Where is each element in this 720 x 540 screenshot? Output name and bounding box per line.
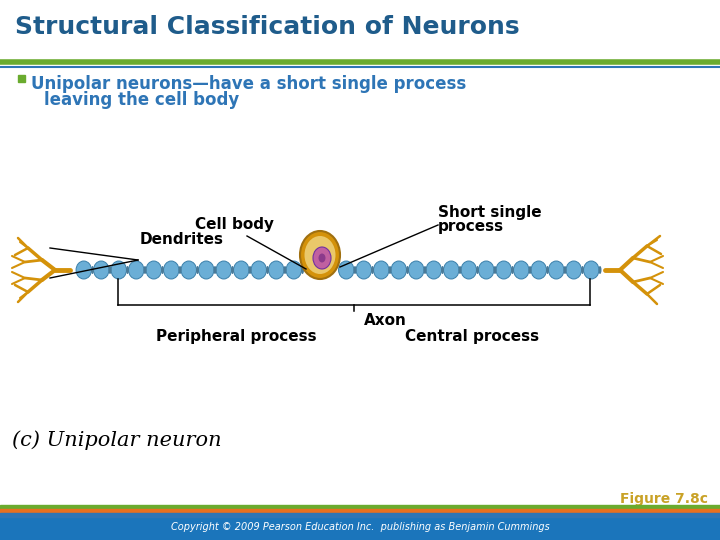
Ellipse shape — [371, 266, 374, 274]
Ellipse shape — [581, 266, 584, 274]
Ellipse shape — [566, 261, 582, 279]
Ellipse shape — [583, 261, 599, 279]
Text: Copyright © 2009 Pearson Education Inc.  publishing as Benjamin Cummings: Copyright © 2009 Pearson Education Inc. … — [171, 522, 549, 532]
Bar — [0, 517, 720, 540]
Ellipse shape — [391, 261, 407, 279]
Ellipse shape — [444, 261, 459, 279]
Ellipse shape — [269, 261, 284, 279]
Text: Figure 7.8c: Figure 7.8c — [620, 492, 708, 506]
Ellipse shape — [109, 266, 112, 274]
Ellipse shape — [313, 247, 331, 269]
Bar — [0, 513, 720, 517]
Ellipse shape — [179, 266, 181, 274]
Ellipse shape — [513, 261, 529, 279]
Text: leaving the cell body: leaving the cell body — [44, 91, 239, 109]
Text: Axon: Axon — [364, 313, 407, 328]
Ellipse shape — [338, 261, 354, 279]
Ellipse shape — [284, 266, 287, 274]
Ellipse shape — [511, 266, 514, 274]
Ellipse shape — [423, 266, 426, 274]
Ellipse shape — [461, 261, 477, 279]
Ellipse shape — [231, 266, 234, 274]
Ellipse shape — [459, 266, 462, 274]
Ellipse shape — [305, 236, 336, 274]
Text: Short single: Short single — [438, 205, 541, 220]
Ellipse shape — [441, 266, 444, 274]
Ellipse shape — [214, 266, 217, 274]
Bar — [0, 509, 720, 513]
Ellipse shape — [111, 261, 127, 279]
Ellipse shape — [286, 261, 302, 279]
Ellipse shape — [426, 261, 441, 279]
Ellipse shape — [496, 261, 511, 279]
Ellipse shape — [406, 266, 409, 274]
Text: Dendrites: Dendrites — [140, 232, 224, 247]
Text: Central process: Central process — [405, 329, 539, 344]
Ellipse shape — [196, 266, 199, 274]
Ellipse shape — [161, 266, 164, 274]
Ellipse shape — [528, 266, 531, 274]
Ellipse shape — [354, 266, 356, 274]
Bar — [18, 75, 25, 82]
Ellipse shape — [91, 266, 94, 274]
Ellipse shape — [181, 261, 197, 279]
Text: (c) Unipolar neuron: (c) Unipolar neuron — [12, 430, 222, 450]
Ellipse shape — [146, 261, 161, 279]
Ellipse shape — [356, 261, 372, 279]
Ellipse shape — [248, 266, 251, 274]
Bar — [0, 505, 720, 509]
Text: Unipolar neurons—have a short single process: Unipolar neurons—have a short single pro… — [31, 75, 467, 93]
Ellipse shape — [493, 266, 497, 274]
Ellipse shape — [531, 261, 546, 279]
Ellipse shape — [300, 231, 340, 279]
Ellipse shape — [408, 261, 424, 279]
Ellipse shape — [143, 266, 146, 274]
Ellipse shape — [94, 261, 109, 279]
Ellipse shape — [126, 266, 129, 274]
Text: process: process — [438, 219, 504, 234]
Ellipse shape — [564, 266, 567, 274]
Ellipse shape — [163, 261, 179, 279]
Ellipse shape — [479, 261, 494, 279]
Ellipse shape — [389, 266, 392, 274]
Text: Cell body: Cell body — [195, 217, 274, 232]
Text: Peripheral process: Peripheral process — [156, 329, 316, 344]
Ellipse shape — [549, 261, 564, 279]
Ellipse shape — [76, 261, 91, 279]
Ellipse shape — [266, 266, 269, 274]
Ellipse shape — [598, 266, 601, 274]
Ellipse shape — [199, 261, 214, 279]
Ellipse shape — [233, 261, 249, 279]
Ellipse shape — [374, 261, 389, 279]
Ellipse shape — [318, 253, 325, 262]
Ellipse shape — [216, 261, 231, 279]
Text: Structural Classification of Neurons: Structural Classification of Neurons — [15, 15, 520, 39]
Ellipse shape — [476, 266, 479, 274]
Ellipse shape — [129, 261, 144, 279]
Ellipse shape — [301, 266, 304, 274]
Ellipse shape — [251, 261, 266, 279]
Ellipse shape — [546, 266, 549, 274]
